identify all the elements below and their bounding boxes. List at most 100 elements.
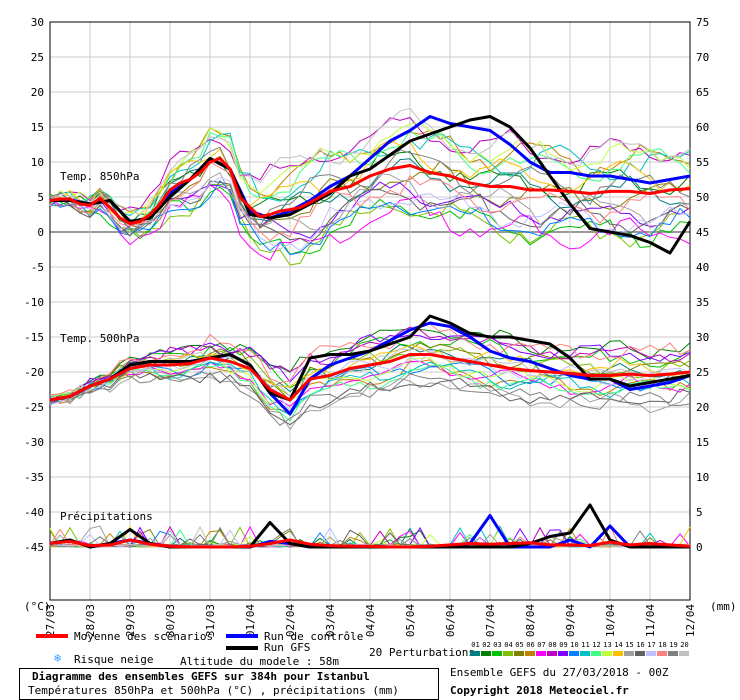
member-9-t500	[49, 334, 691, 405]
x-tick-label: 10/04	[604, 604, 617, 637]
right-tick-label: 25	[696, 366, 709, 379]
member-12-t500	[49, 363, 691, 422]
perturbation-swatch	[514, 651, 524, 656]
perturbation-swatch	[470, 651, 480, 656]
right-tick-label: 45	[696, 226, 709, 239]
right-tick-label: 40	[696, 261, 709, 274]
left-tick-label: -25	[24, 401, 44, 414]
x-tick-label: 05/04	[404, 604, 417, 637]
x-tick-label: 29/03	[124, 604, 137, 637]
x-tick-label: 02/04	[284, 604, 297, 637]
x-tick-label: 28/03	[84, 604, 97, 637]
perturbation-number: 11	[581, 641, 590, 649]
panel-label-t850: Temp. 850hPa	[60, 170, 139, 183]
member-18-t850	[49, 161, 691, 242]
x-tick-label: 09/04	[564, 604, 577, 637]
perturbation-swatch	[558, 651, 568, 656]
perturbation-number: 17	[647, 641, 656, 649]
series-moyenne-des-sc-narios-t850	[49, 157, 691, 226]
left-axis-unit: (°C)	[24, 600, 51, 613]
x-tick-label: 07/04	[484, 604, 497, 637]
chart-subtitle: Températures 850hPa et 500hPa (°C) , pré…	[28, 684, 399, 697]
right-tick-label: 20	[696, 401, 709, 414]
perturbation-swatch	[657, 651, 667, 656]
member-19-t500	[49, 370, 691, 426]
perturbation-swatch	[646, 651, 656, 656]
panel-label-precip: Précipitations	[60, 510, 153, 523]
right-tick-label: 10	[696, 471, 709, 484]
perturbation-number: 07	[537, 641, 546, 649]
perturbation-number: 18	[658, 641, 667, 649]
title-box: Diagramme des ensembles GEFS sur 384h po…	[19, 668, 439, 700]
member-8-t850	[49, 116, 691, 212]
left-tick-label: 10	[31, 156, 44, 169]
ensemble-info: Ensemble GEFS du 27/03/2018 - 00Z	[450, 666, 669, 679]
legend-snow-label: Risque neige	[74, 653, 154, 666]
x-tick-label: 04/04	[364, 604, 377, 637]
perturbation-swatch	[635, 651, 645, 656]
legend-mean-swatch	[36, 634, 68, 638]
snowflake-icon: ❄	[54, 651, 62, 665]
axes: 302520151050-5-10-15-20-25-30-35-40-4575…	[24, 16, 709, 637]
left-tick-label: -5	[31, 261, 44, 274]
left-tick-label: -40	[24, 506, 44, 519]
series-run-gfs-t850	[50, 115, 692, 255]
perturbation-number: 02	[482, 641, 491, 649]
perturbation-number: 08	[548, 641, 557, 649]
perturbation-number: 04	[504, 641, 513, 649]
left-tick-label: -35	[24, 471, 44, 484]
right-tick-label: 0	[696, 541, 703, 554]
right-tick-label: 65	[696, 86, 709, 99]
legend-altitude: Altitude du modele : 58m	[180, 655, 339, 668]
perturbation-swatch	[624, 651, 634, 656]
perturbation-number: 10	[570, 641, 579, 649]
perturbation-swatch	[525, 651, 535, 656]
member-11-t500	[49, 361, 691, 416]
perturbation-swatch	[536, 651, 546, 656]
main-series-lines	[49, 115, 692, 549]
perturbation-number: 19	[669, 641, 678, 649]
member-15-t500	[49, 371, 691, 431]
member-13-t500	[49, 356, 691, 405]
left-tick-label: -20	[24, 366, 44, 379]
perturbation-swatch	[481, 651, 491, 656]
perturbation-number: 13	[603, 641, 612, 649]
left-tick-label: 5	[37, 191, 44, 204]
perturbation-swatch	[602, 651, 612, 656]
perturbation-number: 20	[680, 641, 689, 649]
perturbation-swatch	[580, 651, 590, 656]
x-tick-label: 27/03	[44, 604, 57, 637]
legend-gfs-swatch	[226, 646, 258, 650]
perturbation-number: 05	[515, 641, 524, 649]
perturbation-number: 15	[625, 641, 634, 649]
member-12-t850	[49, 130, 691, 221]
member-16-t850	[49, 180, 691, 245]
right-tick-label: 75	[696, 16, 709, 29]
left-tick-label: -45	[24, 541, 44, 554]
series-moyenne-des-sc-narios-precip	[49, 538, 691, 549]
left-tick-label: -10	[24, 296, 44, 309]
member-14-t850	[49, 139, 691, 226]
legend-control-swatch	[226, 634, 258, 638]
right-tick-label: 15	[696, 436, 709, 449]
perturbation-swatch	[591, 651, 601, 656]
member-11-t850	[49, 131, 691, 217]
series-run-gfs-t500	[49, 314, 691, 402]
panel-label-t500: Temp. 500hPa	[60, 332, 139, 345]
perturbation-number: 16	[636, 641, 645, 649]
x-tick-label: 08/04	[524, 604, 537, 637]
perturbation-number: 12	[592, 641, 601, 649]
perturbation-number: 06	[526, 641, 535, 649]
right-tick-label: 35	[696, 296, 709, 309]
left-tick-label: 15	[31, 121, 44, 134]
x-tick-label: 30/03	[164, 604, 177, 637]
member-15-t850	[49, 172, 691, 237]
right-tick-label: 60	[696, 121, 709, 134]
perturbation-number: 14	[614, 641, 623, 649]
perturbation-swatch	[679, 651, 689, 656]
x-tick-label: 06/04	[444, 604, 457, 637]
x-tick-label: 31/03	[204, 604, 217, 637]
perturbation-swatch	[547, 651, 557, 656]
